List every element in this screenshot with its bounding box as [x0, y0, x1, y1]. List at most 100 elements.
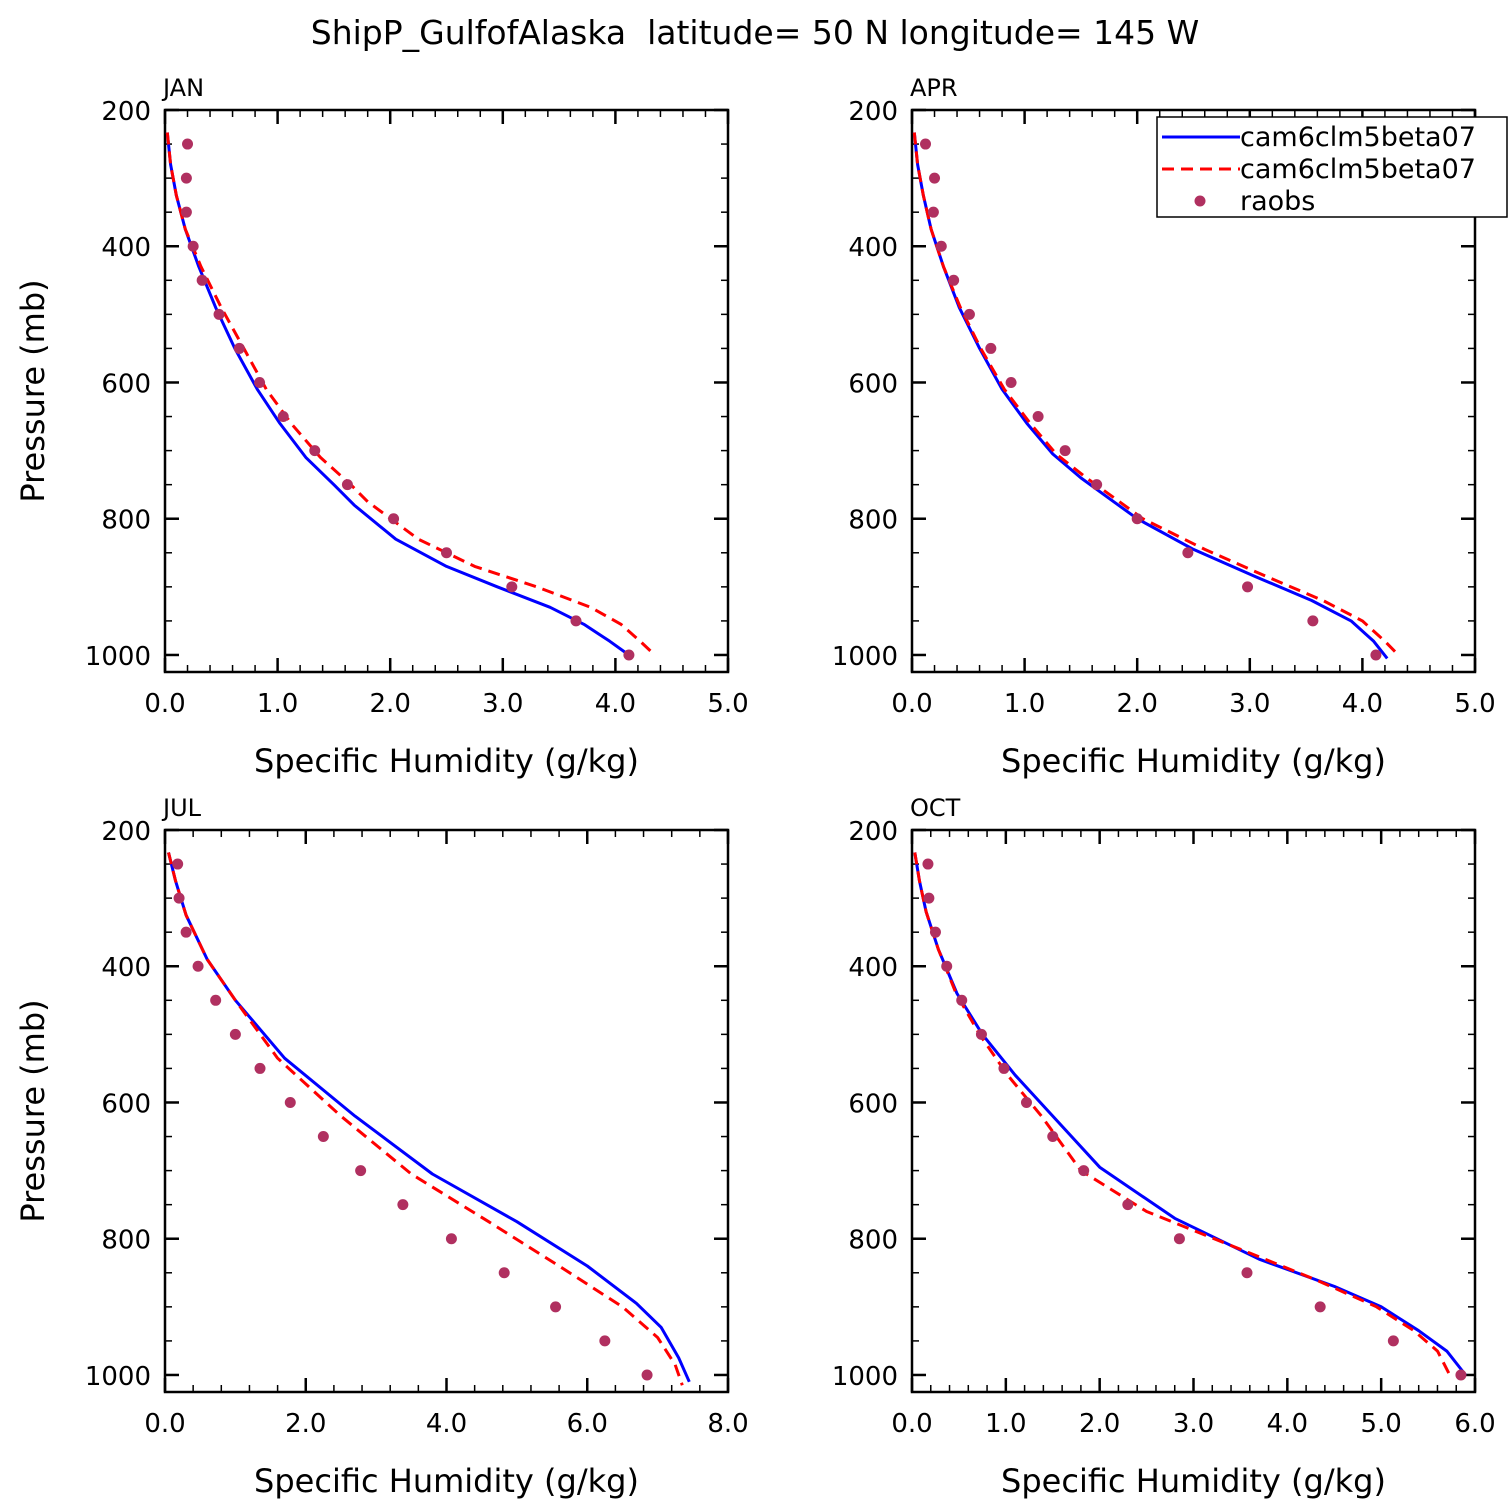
- y-tick-label: 800: [101, 506, 151, 536]
- raobs-point: [397, 1199, 409, 1211]
- raobs-point: [1455, 1369, 1467, 1381]
- raobs-point: [1370, 649, 1382, 661]
- raobs-point: [570, 615, 582, 627]
- raobs-point: [1091, 479, 1103, 491]
- y-tick-label: 200: [848, 817, 898, 847]
- raobs-point: [929, 172, 941, 184]
- legend-label: cam6clm5beta07: [1240, 154, 1476, 185]
- x-axis-label: Specific Humidity (g/kg): [254, 1462, 639, 1500]
- raobs-point: [180, 206, 192, 218]
- x-tick-label: 5.0: [1360, 1409, 1401, 1439]
- y-tick-label: 400: [101, 233, 151, 263]
- raobs-point: [388, 513, 400, 525]
- x-tick-label: 5.0: [1454, 689, 1495, 719]
- raobs-point: [196, 274, 208, 286]
- raobs-point: [1047, 1131, 1059, 1143]
- y-tick-label: 800: [101, 1226, 151, 1256]
- x-tick-label: 2.0: [1117, 689, 1158, 719]
- y-tick-label: 400: [848, 233, 898, 263]
- raobs-point: [506, 581, 518, 593]
- x-tick-label: 4.0: [1267, 1409, 1308, 1439]
- raobs-point: [948, 274, 960, 286]
- raobs-point: [1242, 581, 1254, 593]
- x-tick-label: 2.0: [370, 689, 411, 719]
- series-line-dashed: [913, 852, 1453, 1380]
- y-tick-label: 600: [101, 1089, 151, 1119]
- x-tick-label: 4.0: [426, 1409, 467, 1439]
- x-tick-label: 2.0: [1079, 1409, 1120, 1439]
- x-tick-label: 4.0: [1342, 689, 1383, 719]
- series-line-solid: [913, 852, 1467, 1376]
- series-line-solid: [167, 852, 691, 1383]
- panel-jan: JAN 200 400 600 800 1000 0.0 1.0 2.0 3.0 4.0 5.0 Spe…: [14, 74, 749, 780]
- raobs-point: [1005, 376, 1017, 388]
- x-tick-label: 1.0: [257, 689, 298, 719]
- raobs-point: [941, 960, 953, 972]
- x-tick-label: 1.0: [1004, 689, 1045, 719]
- raobs-point: [641, 1369, 653, 1381]
- plot-frame: [910, 828, 1477, 1394]
- y-tick-label: 400: [848, 953, 898, 983]
- raobs-point: [1020, 1096, 1032, 1108]
- raobs-point: [1078, 1165, 1090, 1177]
- raobs-point: [920, 138, 932, 150]
- x-tick-label: 0.0: [891, 1409, 932, 1439]
- legend-box: [1156, 116, 1508, 218]
- raobs-point: [975, 1028, 987, 1040]
- raobs-point: [445, 1233, 457, 1245]
- raobs-point: [1307, 615, 1319, 627]
- legend-marker-dot: [1194, 195, 1206, 207]
- raobs-point: [927, 206, 939, 218]
- x-tick-label: 6.0: [1454, 1409, 1495, 1439]
- raobs-point: [317, 1131, 329, 1143]
- panel-title: OCT: [910, 794, 961, 822]
- raobs-point: [254, 1062, 266, 1074]
- raobs-point: [550, 1301, 562, 1313]
- x-tick-label: 0.0: [891, 689, 932, 719]
- raobs-point: [1122, 1199, 1134, 1211]
- raobs-point: [1314, 1301, 1326, 1313]
- raobs-point: [341, 479, 353, 491]
- panels: JAN 200 400 600 800 1000 0.0 1.0 2.0 3.0 4.0 5.0 Spe…: [14, 74, 1496, 1500]
- raobs-point: [187, 240, 199, 252]
- panel-title: JUL: [161, 794, 202, 822]
- legend-label: cam6clm5beta07: [1240, 122, 1476, 153]
- series-line-dashed: [167, 852, 684, 1386]
- raobs-point: [355, 1165, 367, 1177]
- y-axis-label: Pressure (mb): [14, 999, 52, 1222]
- y-tick-label: 1000: [85, 1362, 151, 1392]
- x-tick-label: 4.0: [595, 689, 636, 719]
- raobs-point: [1182, 547, 1194, 559]
- raobs-point: [1387, 1335, 1399, 1347]
- raobs-point: [180, 926, 192, 938]
- raobs-point: [192, 960, 204, 972]
- raobs-point: [254, 376, 266, 388]
- y-tick-label: 600: [101, 369, 151, 399]
- x-tick-label: 6.0: [567, 1409, 608, 1439]
- y-tick-label: 200: [101, 817, 151, 847]
- raobs-point: [182, 138, 194, 150]
- raobs-point: [233, 342, 245, 354]
- y-tick-label: 1000: [832, 642, 898, 672]
- raobs-point: [923, 892, 935, 904]
- y-tick-label: 200: [101, 97, 151, 127]
- y-tick-label: 600: [848, 369, 898, 399]
- figure-title: ShipP_GulfofAlaska latitude= 50 N longit…: [311, 13, 1200, 52]
- raobs-point: [498, 1267, 510, 1279]
- raobs-point: [441, 547, 452, 559]
- x-tick-label: 3.0: [1229, 689, 1270, 719]
- series-line-dashed: [165, 132, 656, 657]
- raobs-point: [1032, 411, 1044, 423]
- raobs-point: [173, 892, 185, 904]
- x-tick-label: 0.0: [144, 689, 185, 719]
- raobs-point: [599, 1335, 611, 1347]
- series-line-dashed: [912, 132, 1400, 657]
- raobs-point: [998, 1062, 1010, 1074]
- raobs-point: [929, 926, 941, 938]
- x-tick-label: 1.0: [985, 1409, 1026, 1439]
- y-tick-label: 200: [848, 97, 898, 127]
- y-tick-label: 800: [848, 506, 898, 536]
- legend-label: raobs: [1240, 186, 1315, 217]
